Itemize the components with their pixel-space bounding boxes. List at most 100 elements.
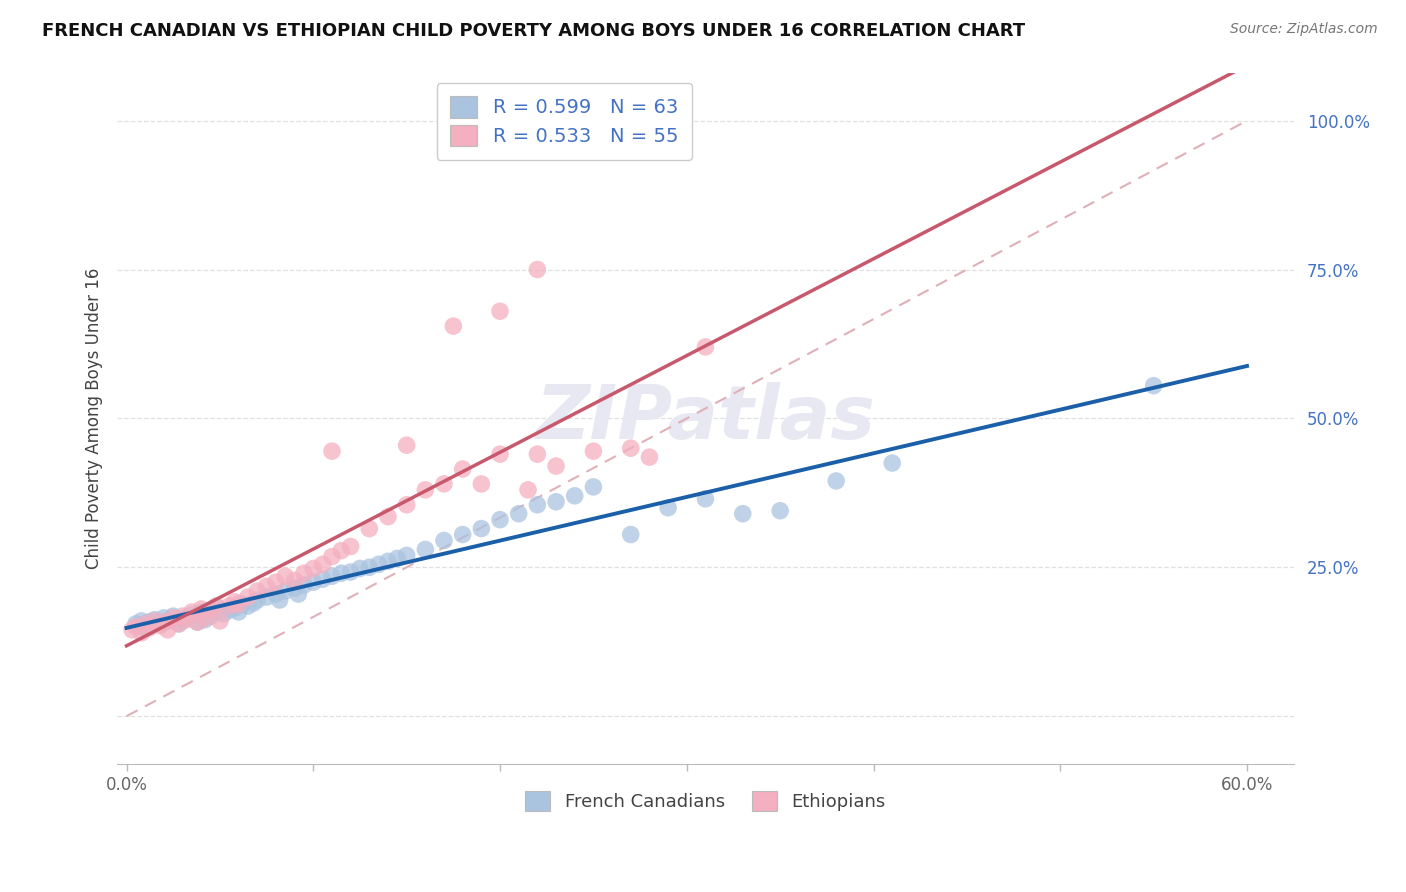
Point	[311, 572, 333, 586]
Point	[489, 304, 512, 318]
Point	[321, 444, 343, 458]
Point	[134, 616, 156, 631]
Y-axis label: Child Poverty Among Boys Under 16: Child Poverty Among Boys Under 16	[86, 268, 103, 569]
Point	[236, 599, 259, 613]
Text: FRENCH CANADIAN VS ETHIOPIAN CHILD POVERTY AMONG BOYS UNDER 16 CORRELATION CHART: FRENCH CANADIAN VS ETHIOPIAN CHILD POVER…	[42, 22, 1025, 40]
Point	[200, 609, 222, 624]
Point	[138, 621, 160, 635]
Point	[302, 561, 325, 575]
Point	[125, 620, 148, 634]
Point	[143, 614, 166, 628]
Point	[186, 615, 208, 629]
Point	[153, 611, 176, 625]
Point	[256, 590, 278, 604]
Point	[228, 605, 250, 619]
Point	[180, 605, 202, 619]
Point	[544, 458, 567, 473]
Point	[274, 584, 297, 599]
Point	[508, 507, 530, 521]
Point	[194, 611, 217, 625]
Point	[620, 527, 643, 541]
Point	[582, 444, 605, 458]
Point	[269, 593, 291, 607]
Point	[231, 597, 253, 611]
Point	[638, 450, 661, 464]
Point	[359, 560, 381, 574]
Point	[489, 513, 512, 527]
Point	[377, 554, 399, 568]
Point	[349, 561, 371, 575]
Point	[264, 587, 287, 601]
Point	[321, 549, 343, 564]
Point	[339, 565, 361, 579]
Point	[395, 498, 418, 512]
Point	[162, 609, 184, 624]
Point	[208, 602, 231, 616]
Text: ZIPatlas: ZIPatlas	[536, 382, 876, 455]
Point	[228, 597, 250, 611]
Point	[731, 507, 754, 521]
Point	[264, 575, 287, 590]
Point	[526, 262, 548, 277]
Point	[218, 603, 240, 617]
Point	[470, 522, 492, 536]
Point	[194, 613, 217, 627]
Point	[433, 533, 456, 548]
Point	[620, 441, 643, 455]
Point	[564, 489, 586, 503]
Point	[387, 551, 409, 566]
Point	[121, 623, 143, 637]
Point	[174, 613, 197, 627]
Point	[246, 584, 269, 599]
Point	[246, 593, 269, 607]
Point	[242, 596, 264, 610]
Point	[218, 599, 240, 613]
Point	[339, 540, 361, 554]
Point	[208, 614, 231, 628]
Point	[125, 616, 148, 631]
Point	[489, 447, 512, 461]
Point	[284, 574, 307, 588]
Point	[200, 603, 222, 617]
Point	[451, 462, 474, 476]
Point	[769, 504, 792, 518]
Point	[284, 581, 307, 595]
Point	[190, 605, 212, 619]
Point	[153, 615, 176, 629]
Point	[695, 340, 717, 354]
Point	[657, 500, 679, 515]
Point	[433, 477, 456, 491]
Point	[395, 549, 418, 563]
Point	[582, 480, 605, 494]
Point	[186, 615, 208, 629]
Point	[212, 607, 235, 621]
Point	[1143, 378, 1166, 392]
Point	[526, 498, 548, 512]
Point	[131, 625, 153, 640]
Point	[302, 575, 325, 590]
Point	[180, 607, 202, 622]
Point	[205, 599, 228, 613]
Point	[882, 456, 904, 470]
Point	[395, 438, 418, 452]
Point	[131, 614, 153, 628]
Text: Source: ZipAtlas.com: Source: ZipAtlas.com	[1230, 22, 1378, 37]
Point	[526, 447, 548, 461]
Point	[156, 614, 179, 628]
Point	[224, 600, 246, 615]
Point	[143, 613, 166, 627]
Point	[359, 522, 381, 536]
Point	[149, 618, 172, 632]
Point	[377, 509, 399, 524]
Point	[162, 611, 184, 625]
Point	[256, 579, 278, 593]
Point	[149, 616, 172, 631]
Point	[441, 319, 464, 334]
Point	[287, 587, 309, 601]
Point	[156, 623, 179, 637]
Point	[205, 605, 228, 619]
Point	[167, 616, 190, 631]
Point	[367, 558, 389, 572]
Point	[321, 569, 343, 583]
Point	[224, 595, 246, 609]
